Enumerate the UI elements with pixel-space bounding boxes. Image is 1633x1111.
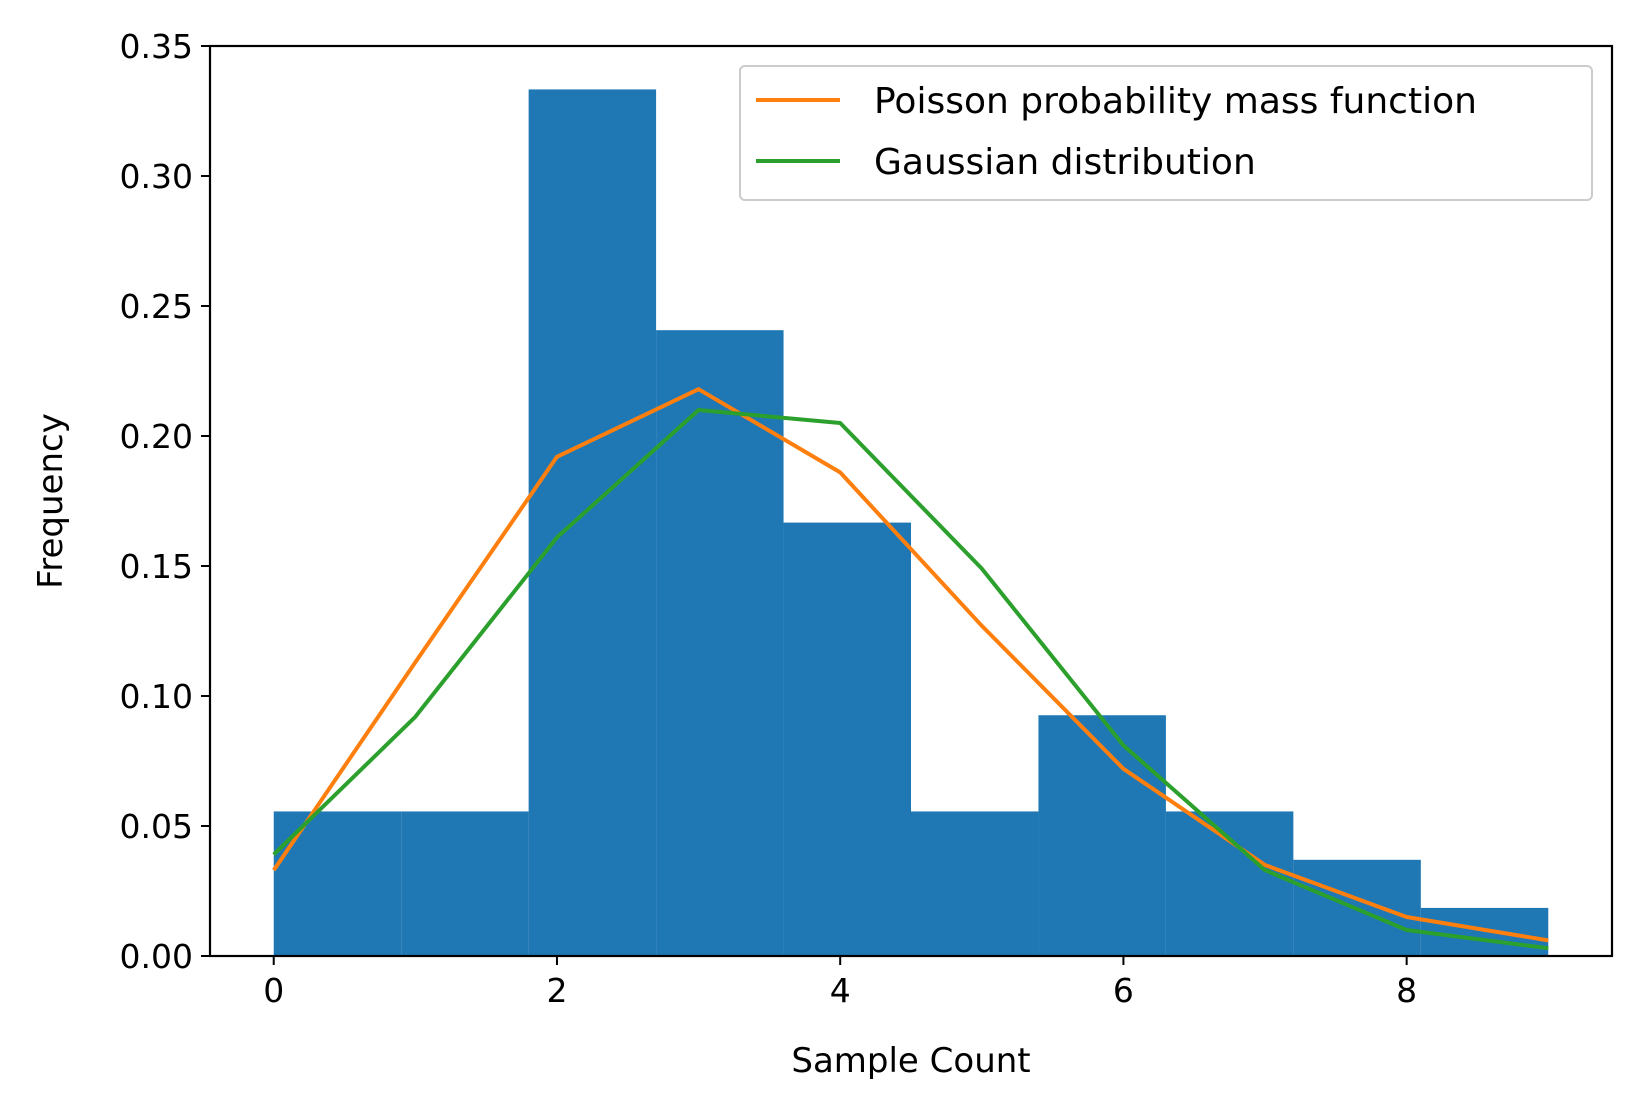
histogram-bar [1165,811,1294,956]
x-tick-label: 2 [546,971,567,1010]
y-tick-label: 0.30 [120,157,193,196]
y-tick-label: 0.15 [120,547,193,586]
histogram-bar [783,522,911,956]
histogram-bars [273,89,1549,957]
y-tick-label: 0.25 [120,287,193,326]
x-tick-label: 4 [830,971,851,1010]
y-tick-label: 0.35 [120,27,193,66]
histogram-bar [401,811,529,956]
legend-label-poisson: Poisson probability mass function [874,81,1477,122]
x-tick-label: 6 [1113,971,1134,1010]
y-tick-label: 0.00 [120,937,193,976]
histogram-bar [656,330,784,956]
y-tick-label: 0.20 [120,417,193,456]
legend-label-gaussian: Gaussian distribution [874,142,1256,183]
histogram-bar [1038,715,1166,956]
histogram-bar [1420,907,1549,956]
plot-frame [208,44,1614,958]
x-axis-label: Sample Count [791,1041,1030,1081]
histogram-bar [911,811,1039,956]
x-tick-label: 0 [263,971,284,1010]
poisson-line [272,387,1549,943]
x-axis-ticks: 0 2 4 6 8 [263,956,1417,1010]
legend-box [739,65,1593,201]
histogram-bar [528,89,657,957]
x-tick-label: 8 [1396,971,1417,1010]
legend: Poisson probability mass function Gaussi… [739,65,1593,201]
y-tick-label: 0.05 [120,807,193,846]
y-axis-label: Frequency [31,413,71,589]
gaussian-line [272,408,1549,951]
histogram-bar [273,811,402,956]
distribution-lines [272,387,1549,951]
y-axis-ticks: 0.00 0.05 0.10 0.15 0.20 0.25 0.30 0.35 [120,27,210,976]
y-tick-label: 0.10 [120,677,193,716]
